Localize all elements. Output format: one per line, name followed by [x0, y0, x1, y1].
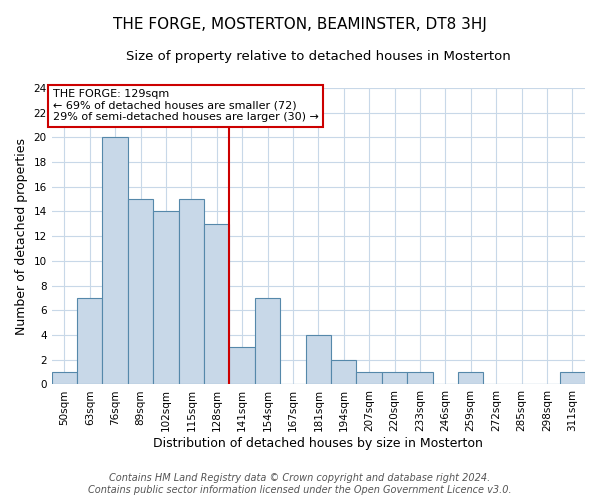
- Bar: [103, 137, 128, 384]
- Bar: [128, 199, 153, 384]
- Bar: [52, 372, 77, 384]
- Bar: [382, 372, 407, 384]
- Bar: [204, 224, 229, 384]
- Bar: [407, 372, 433, 384]
- Bar: [153, 212, 179, 384]
- Text: Contains HM Land Registry data © Crown copyright and database right 2024.
Contai: Contains HM Land Registry data © Crown c…: [88, 474, 512, 495]
- Bar: [458, 372, 484, 384]
- Y-axis label: Number of detached properties: Number of detached properties: [15, 138, 28, 334]
- X-axis label: Distribution of detached houses by size in Mosterton: Distribution of detached houses by size …: [154, 437, 483, 450]
- Title: Size of property relative to detached houses in Mosterton: Size of property relative to detached ho…: [126, 50, 511, 63]
- Bar: [356, 372, 382, 384]
- Text: THE FORGE, MOSTERTON, BEAMINSTER, DT8 3HJ: THE FORGE, MOSTERTON, BEAMINSTER, DT8 3H…: [113, 18, 487, 32]
- Text: THE FORGE: 129sqm
← 69% of detached houses are smaller (72)
29% of semi-detached: THE FORGE: 129sqm ← 69% of detached hous…: [53, 89, 319, 122]
- Bar: [255, 298, 280, 384]
- Bar: [179, 199, 204, 384]
- Bar: [331, 360, 356, 384]
- Bar: [77, 298, 103, 384]
- Bar: [560, 372, 585, 384]
- Bar: [229, 348, 255, 385]
- Bar: [305, 335, 331, 384]
